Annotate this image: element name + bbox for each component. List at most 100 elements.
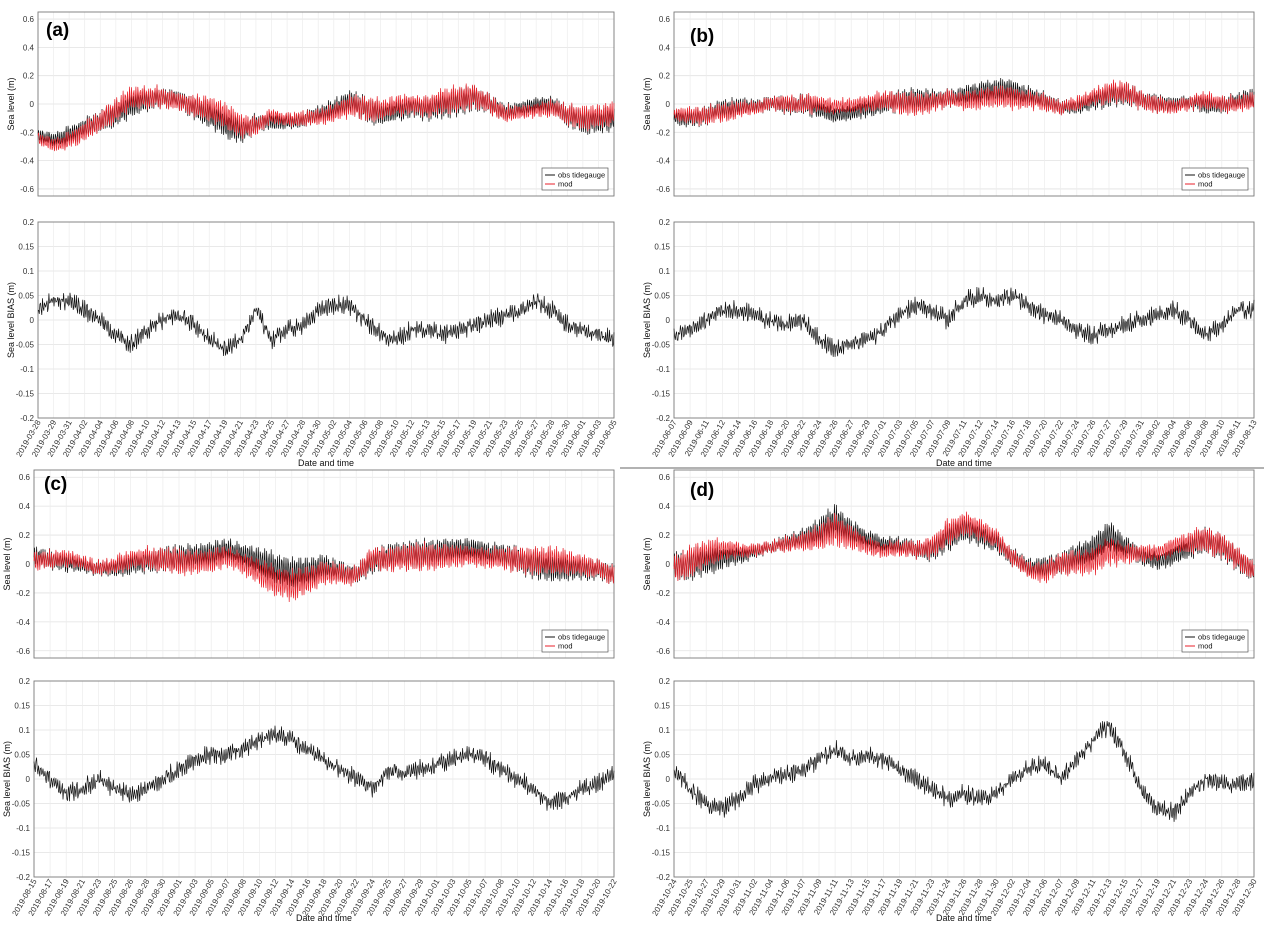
y-tick-label: 0.4: [23, 43, 35, 52]
y-tick-label: -0.4: [16, 618, 30, 627]
y-tick-label: 0.2: [659, 677, 671, 686]
y-tick-label: 0.05: [18, 292, 34, 301]
legend-label-obs: obs tidegauge: [1198, 633, 1245, 642]
series-bias: [33, 725, 615, 811]
bias-axes: 0.2 0.15 0.1 0.05 0 -0.05 -0.1 -0.15 -0.2 Sea lev…: [642, 677, 1255, 882]
axes-frame: [33, 469, 615, 659]
legend-label-obs: obs tidegauge: [1198, 171, 1245, 180]
y-axis-label: Sea level (m): [642, 77, 652, 130]
y-tick-label: 0.4: [19, 502, 31, 511]
y-tick-label: -0.1: [656, 365, 670, 374]
y-axis-label: Sea level (m): [642, 537, 652, 590]
y-tick-label: -0.4: [20, 157, 34, 166]
y-tick-label: -0.4: [656, 157, 670, 166]
y-tick-label: 0.2: [23, 72, 35, 81]
legend-label-mod: mod: [558, 642, 573, 651]
y-tick-label: 0: [26, 560, 31, 569]
y-tick-label: -0.2: [656, 873, 670, 882]
y-tick-label: -0.1: [656, 824, 670, 833]
y-tick-label: 0.2: [659, 72, 671, 81]
x-axis-label: Date and time: [936, 913, 992, 923]
series-bias: [37, 292, 615, 357]
y-tick-label: -0.6: [20, 185, 34, 194]
legend-box: [1181, 167, 1249, 191]
y-tick-label: 0: [26, 775, 31, 784]
legend-box: [1181, 629, 1249, 653]
y-tick-label: 0.05: [654, 751, 670, 760]
y-tick-label: 0.6: [19, 473, 31, 482]
y-tick-label: 0.6: [659, 15, 671, 24]
y-axis-label: Sea level (m): [6, 77, 16, 130]
panel-letter: (c): [44, 474, 67, 495]
y-axis-label: Sea level BIAS (m): [642, 282, 652, 358]
y-tick-label: 0.2: [659, 531, 671, 540]
y-tick-label: -0.2: [656, 414, 670, 423]
axes-frame: [673, 11, 1255, 197]
series-mod: [673, 511, 1255, 584]
y-tick-label: 0: [30, 316, 35, 325]
legend-label-obs: obs tidegauge: [558, 633, 605, 642]
axes-frame: [33, 680, 615, 878]
y-tick-label: 0.05: [14, 751, 30, 760]
y-tick-label: 0: [666, 560, 671, 569]
y-tick-label: 0: [666, 775, 671, 784]
y-tick-label: -0.15: [652, 390, 671, 399]
y-tick-label: 0.1: [659, 267, 671, 276]
y-tick-label: 0.15: [18, 243, 34, 252]
x-axis-label: Date and time: [936, 458, 992, 468]
y-tick-label: -0.1: [16, 824, 30, 833]
y-tick-label: -0.2: [16, 873, 30, 882]
y-tick-label: 0.15: [14, 702, 30, 711]
y-tick-label: 0.15: [654, 243, 670, 252]
y-tick-label: -0.2: [656, 589, 670, 598]
y-tick-label: 0: [30, 100, 35, 109]
y-tick-label: 0.1: [659, 726, 671, 735]
y-tick-label: -0.05: [652, 341, 671, 350]
legend-label-obs: obs tidegauge: [558, 171, 605, 180]
y-tick-label: 0: [666, 100, 671, 109]
y-axis-label: Sea level (m): [2, 537, 12, 590]
y-tick-label: -0.05: [12, 800, 31, 809]
y-tick-label: -0.05: [652, 800, 671, 809]
x-axis-label: Date and time: [298, 458, 354, 468]
y-axis-label: Sea level BIAS (m): [2, 741, 12, 817]
legend-label-mod: mod: [1198, 180, 1213, 189]
y-tick-label: -0.15: [652, 849, 671, 858]
axes-frame: [37, 221, 615, 419]
y-tick-label: 0.6: [23, 15, 35, 24]
y-tick-label: -0.2: [656, 128, 670, 137]
y-tick-label: -0.15: [16, 390, 35, 399]
y-tick-label: -0.2: [20, 414, 34, 423]
y-tick-label: -0.05: [16, 341, 35, 350]
panel-letter: (a): [46, 20, 69, 41]
y-tick-label: 0: [666, 316, 671, 325]
panel-letter: (d): [690, 480, 714, 501]
series-mod: [673, 79, 1255, 127]
bias-axes: 0.2 0.15 0.1 0.05 0 -0.05 -0.1 -0.15 -0.2 Sea lev…: [642, 218, 1255, 423]
y-tick-label: 0.6: [659, 473, 671, 482]
y-tick-label: -0.15: [12, 849, 31, 858]
y-tick-label: -0.4: [656, 618, 670, 627]
y-tick-label: 0.4: [659, 43, 671, 52]
y-tick-label: 0.2: [19, 531, 31, 540]
series-bias: [673, 286, 1255, 357]
y-tick-label: 0.15: [654, 702, 670, 711]
legend-label-mod: mod: [558, 180, 573, 189]
y-tick-label: 0.05: [654, 292, 670, 301]
y-axis-label: Sea level BIAS (m): [642, 741, 652, 817]
series-bias: [673, 720, 1255, 822]
bias-axes: 0.2 0.15 0.1 0.05 0 -0.05 -0.1 -0.15 -0.2 Sea lev…: [2, 677, 615, 882]
y-tick-label: -0.6: [656, 647, 670, 656]
y-tick-label: -0.6: [656, 185, 670, 194]
y-tick-label: 0.1: [23, 267, 35, 276]
y-tick-label: -0.2: [16, 589, 30, 598]
y-tick-label: 0.1: [19, 726, 31, 735]
